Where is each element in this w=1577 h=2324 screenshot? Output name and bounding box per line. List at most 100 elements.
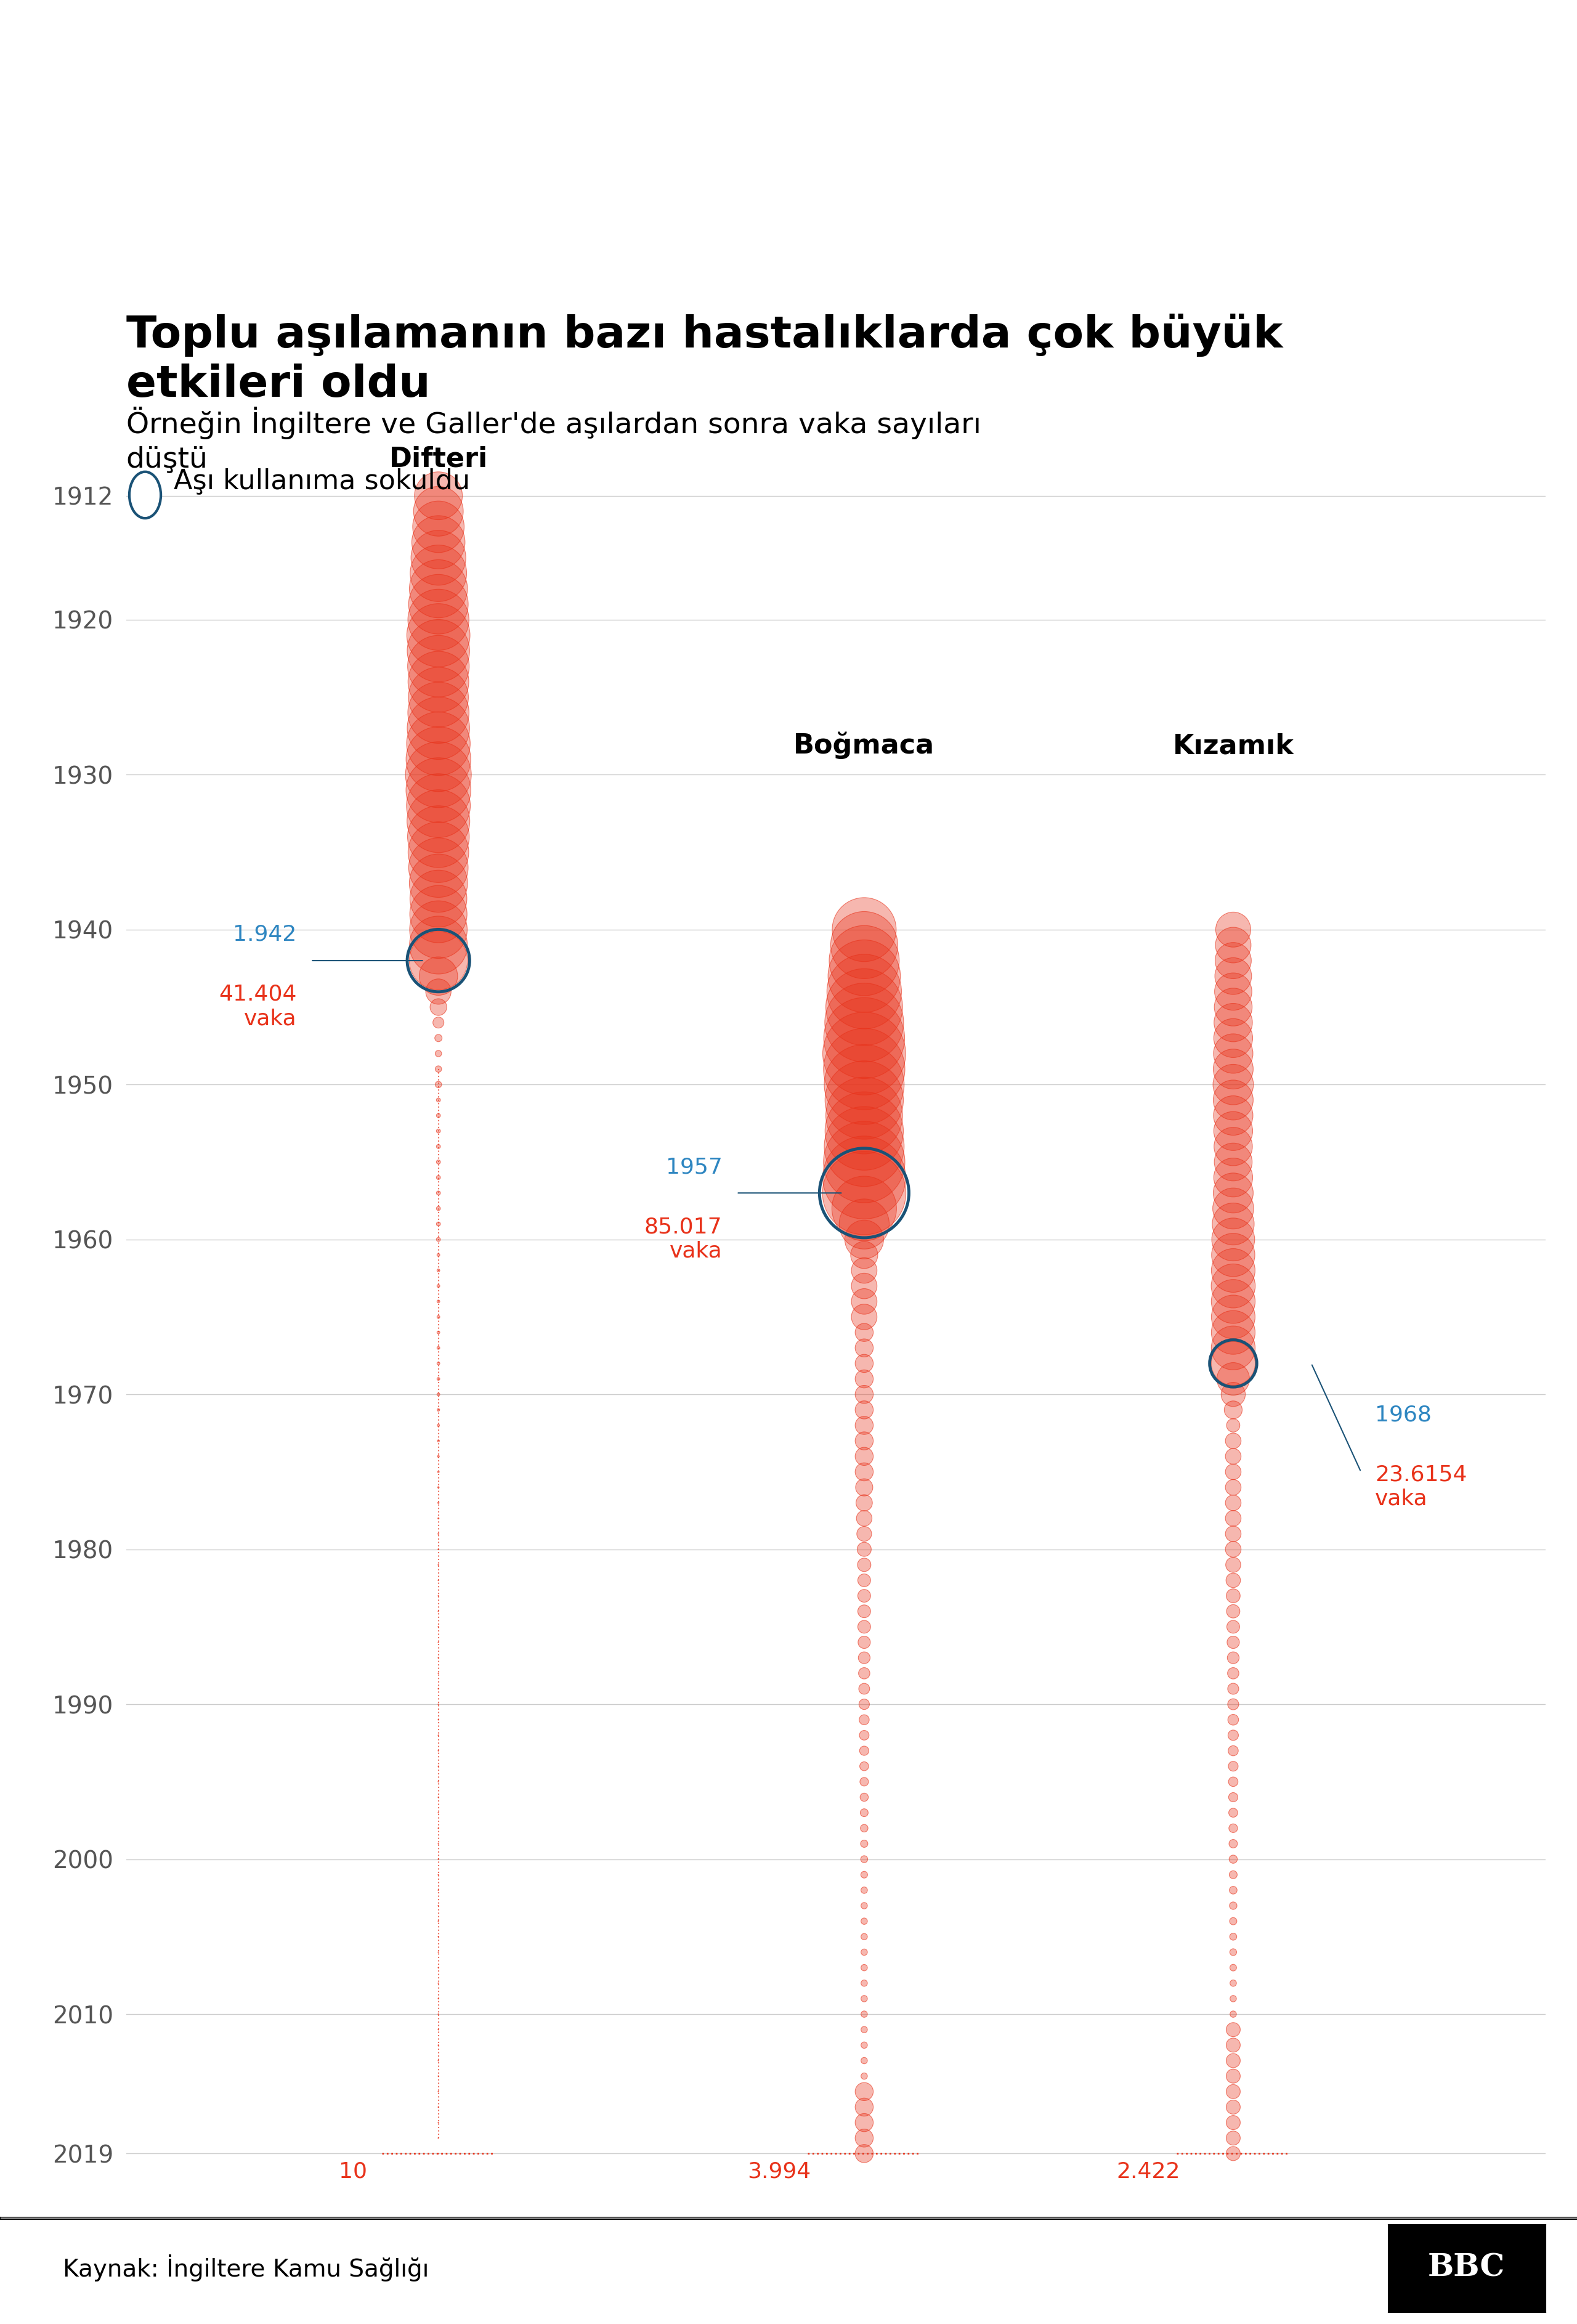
Point xyxy=(1221,1841,1246,1878)
Text: 2.422: 2.422 xyxy=(1117,2161,1180,2182)
Point xyxy=(852,1267,877,1304)
Point xyxy=(852,1917,877,1954)
Point xyxy=(852,2103,877,2140)
Point xyxy=(426,1764,451,1801)
Point xyxy=(426,2043,451,2080)
Point xyxy=(852,1887,877,1924)
Point xyxy=(426,1934,451,1971)
Point xyxy=(1221,1810,1246,1848)
Point xyxy=(426,1717,451,1755)
Point xyxy=(426,1469,451,1506)
Point xyxy=(426,1097,451,1134)
Point xyxy=(426,1190,451,1227)
Text: Örneğin İngiltere ve Galler'de aşılardan sonra vaka sayıları
düştü: Örneğin İngiltere ve Galler'de aşılardan… xyxy=(126,407,981,474)
Point xyxy=(426,1731,451,1769)
Point xyxy=(426,1485,451,1522)
Point xyxy=(1221,1532,1246,1569)
Text: Toplu aşılamanın bazı hastalıklarda çok büyük
etkileri oldu: Toplu aşılamanın bazı hastalıklarda çok … xyxy=(126,314,1282,407)
Point xyxy=(852,2089,877,2126)
Point xyxy=(852,1283,877,1320)
Text: 23.6154
vaka: 23.6154 vaka xyxy=(1375,1464,1467,1508)
Point xyxy=(852,1841,877,1878)
Point xyxy=(1221,1748,1246,1785)
Point xyxy=(426,648,451,686)
Point xyxy=(1221,1081,1246,1118)
Point xyxy=(1221,1097,1246,1134)
Point xyxy=(1221,1406,1246,1443)
Point xyxy=(1221,1143,1246,1181)
Point xyxy=(852,1545,877,1583)
Point xyxy=(426,1004,451,1041)
Point xyxy=(1221,1485,1246,1522)
Point xyxy=(852,957,877,995)
Point xyxy=(426,1592,451,1629)
Point xyxy=(426,1004,451,1041)
Point xyxy=(426,1950,451,1987)
Point xyxy=(1221,1592,1246,1629)
Point xyxy=(426,1081,451,1118)
Point xyxy=(852,957,877,995)
Point xyxy=(1221,1020,1246,1057)
Point xyxy=(1221,1299,1246,1336)
Point xyxy=(426,941,451,978)
Point xyxy=(426,493,451,530)
Point xyxy=(1221,1685,1246,1722)
Point xyxy=(1221,1917,1246,1954)
Point xyxy=(426,569,451,607)
Point xyxy=(426,1097,451,1134)
Point xyxy=(426,741,451,779)
Point xyxy=(852,2136,877,2173)
Point xyxy=(1221,1160,1246,1197)
Point xyxy=(1221,1469,1246,1506)
Point xyxy=(426,648,451,686)
Point xyxy=(426,772,451,809)
Point xyxy=(1221,1376,1246,1413)
Point xyxy=(852,1964,877,2001)
Point xyxy=(1221,1004,1246,1041)
Point xyxy=(1221,1406,1246,1443)
Point xyxy=(1221,1174,1246,1211)
Point xyxy=(1221,1764,1246,1801)
Point xyxy=(1221,1097,1246,1134)
Point xyxy=(426,1206,451,1243)
Point xyxy=(1221,1360,1246,1397)
Point xyxy=(1221,1113,1246,1150)
Point xyxy=(426,1996,451,2034)
Point xyxy=(852,1499,877,1536)
Point xyxy=(852,1392,877,1429)
Point xyxy=(852,1004,877,1041)
Point xyxy=(426,1127,451,1164)
Point xyxy=(1221,1624,1246,1662)
Point xyxy=(1221,1067,1246,1104)
Point xyxy=(426,1050,451,1088)
Point xyxy=(852,1731,877,1769)
Text: 1968: 1968 xyxy=(1375,1404,1432,1425)
Point xyxy=(426,1638,451,1676)
Point xyxy=(1221,1313,1246,1350)
Point xyxy=(852,1081,877,1118)
Point xyxy=(852,1810,877,1848)
Point xyxy=(852,1299,877,1336)
Point xyxy=(852,1638,877,1676)
Point xyxy=(426,1236,451,1274)
Point xyxy=(1221,1655,1246,1692)
Point xyxy=(1221,1794,1246,1831)
Point xyxy=(426,1685,451,1722)
Point xyxy=(426,881,451,918)
Text: 1957: 1957 xyxy=(665,1157,722,1178)
Point xyxy=(426,1857,451,1894)
Point xyxy=(426,1376,451,1413)
Point xyxy=(426,941,451,978)
Point xyxy=(852,1624,877,1662)
Point xyxy=(1221,1887,1246,1924)
Point xyxy=(426,1701,451,1738)
Point xyxy=(1221,2010,1246,2047)
Text: 1.942: 1.942 xyxy=(233,925,296,946)
Point xyxy=(1221,1685,1246,1722)
Point xyxy=(1221,1638,1246,1676)
Point xyxy=(852,974,877,1011)
Point xyxy=(1221,1701,1246,1738)
Point xyxy=(852,1143,877,1181)
Point xyxy=(1221,1499,1246,1536)
Point xyxy=(426,725,451,762)
